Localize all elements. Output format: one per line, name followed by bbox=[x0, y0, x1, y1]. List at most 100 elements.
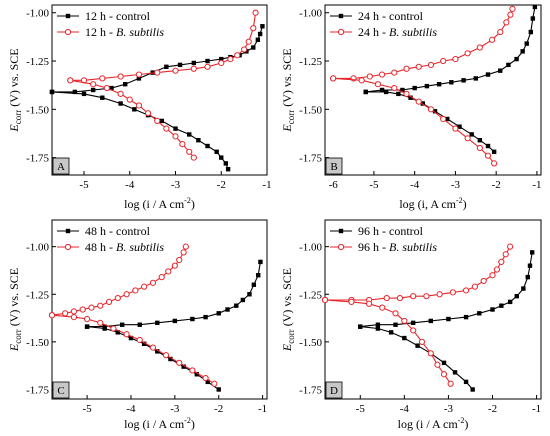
data-point bbox=[378, 71, 386, 78]
x-axis-title: log (i / A cm-2) bbox=[124, 196, 195, 211]
data-point bbox=[181, 364, 186, 369]
data-point bbox=[412, 85, 417, 91]
panel-tag-label: C bbox=[57, 385, 64, 397]
data-point bbox=[485, 72, 491, 77]
legend-marker bbox=[65, 13, 71, 19]
data-point bbox=[489, 272, 496, 279]
data-point bbox=[49, 89, 55, 95]
data-point bbox=[529, 250, 535, 255]
data-point bbox=[463, 379, 469, 385]
data-point bbox=[225, 167, 231, 172]
data-point bbox=[408, 95, 413, 100]
x-tick-label: -1 bbox=[532, 179, 541, 191]
data-point bbox=[251, 282, 257, 287]
data-point bbox=[464, 50, 471, 57]
data-point bbox=[154, 69, 161, 76]
series-b-subtilis bbox=[321, 243, 514, 304]
data-point bbox=[67, 77, 74, 84]
data-point bbox=[477, 311, 482, 316]
y-tick-label: -1.00 bbox=[299, 8, 322, 20]
data-point bbox=[330, 75, 337, 82]
data-point bbox=[484, 152, 492, 159]
data-point bbox=[252, 9, 259, 16]
data-point bbox=[245, 38, 252, 45]
data-point bbox=[190, 65, 197, 72]
y-tick-label: -1.50 bbox=[299, 337, 322, 349]
data-point bbox=[257, 31, 263, 37]
y-tick-label: -1.75 bbox=[299, 153, 322, 165]
panel-c: -5 -4 -3 -2 -1 -1.75 -1.50 -1.25 -1.00 log (i / A… bbox=[7, 219, 268, 431]
legend-marker bbox=[64, 243, 72, 251]
data-point bbox=[445, 116, 450, 122]
series-b-subtilis bbox=[321, 296, 454, 387]
data-point bbox=[363, 89, 368, 95]
data-point bbox=[514, 293, 519, 299]
data-point bbox=[165, 268, 172, 275]
data-point bbox=[528, 29, 534, 35]
data-point bbox=[436, 82, 442, 87]
data-point bbox=[177, 62, 183, 68]
panel-d: -5 -4 -3 -2 -1 -1.75 -1.50 -1.25 -1.00 log (i / A… bbox=[280, 219, 542, 431]
data-point bbox=[117, 73, 124, 80]
x-tick-label: -3 bbox=[170, 403, 180, 415]
data-point bbox=[393, 322, 398, 327]
x-tick-label: -2 bbox=[217, 179, 226, 191]
data-point bbox=[126, 96, 133, 103]
data-point bbox=[403, 65, 410, 72]
data-point bbox=[418, 338, 426, 345]
data-point bbox=[396, 91, 401, 97]
series-line bbox=[51, 314, 215, 385]
data-point bbox=[182, 243, 189, 250]
series-line bbox=[87, 326, 220, 390]
data-point bbox=[97, 319, 104, 326]
data-point bbox=[99, 75, 106, 82]
x-tick-label: -4 bbox=[400, 403, 410, 415]
data-point bbox=[204, 63, 211, 70]
x-tick-label: -5 bbox=[369, 179, 379, 191]
data-point bbox=[447, 380, 454, 387]
data-point bbox=[441, 360, 447, 366]
panel-a: -5 -4 -3 -2 -1 -1.75 -1.50 -1.25 -1.00 log (i / A… bbox=[7, 4, 272, 211]
data-point bbox=[530, 16, 536, 21]
data-point bbox=[118, 101, 123, 106]
data-point bbox=[477, 138, 483, 143]
data-point bbox=[491, 149, 497, 155]
data-point bbox=[128, 335, 134, 341]
data-point bbox=[374, 81, 382, 88]
data-point bbox=[358, 77, 365, 84]
data-point bbox=[391, 84, 398, 92]
data-point bbox=[503, 19, 510, 26]
x-tick-label: -5 bbox=[356, 403, 366, 415]
data-point bbox=[172, 133, 179, 140]
data-point bbox=[400, 87, 405, 93]
x-tick-label: -1 bbox=[532, 403, 541, 415]
x-tick-label: -3 bbox=[444, 403, 454, 415]
data-point bbox=[135, 71, 143, 78]
data-point bbox=[446, 316, 451, 322]
series-control bbox=[49, 89, 231, 172]
data-point bbox=[240, 297, 246, 303]
data-point bbox=[122, 82, 128, 87]
data-point bbox=[498, 68, 503, 73]
panel-tag: A bbox=[52, 157, 70, 175]
data-point bbox=[155, 349, 160, 354]
data-point bbox=[358, 324, 363, 329]
series-control bbox=[358, 250, 535, 329]
data-point bbox=[196, 138, 201, 143]
y-tick-label: -1.00 bbox=[26, 242, 49, 254]
data-point bbox=[457, 124, 462, 129]
legend-marker bbox=[65, 228, 71, 234]
data-point bbox=[410, 327, 417, 334]
data-point bbox=[480, 277, 487, 285]
data-point bbox=[186, 148, 193, 155]
data-point bbox=[79, 306, 86, 313]
data-point bbox=[159, 118, 164, 124]
data-point bbox=[391, 69, 398, 76]
data-point bbox=[427, 61, 435, 68]
legend-label: 24 h - control bbox=[358, 9, 424, 23]
data-point bbox=[440, 371, 448, 378]
panel-tag-label: D bbox=[330, 385, 338, 397]
x-tick-label: -2 bbox=[214, 403, 223, 415]
series-b-subtilis bbox=[67, 77, 197, 161]
data-point bbox=[440, 115, 447, 123]
